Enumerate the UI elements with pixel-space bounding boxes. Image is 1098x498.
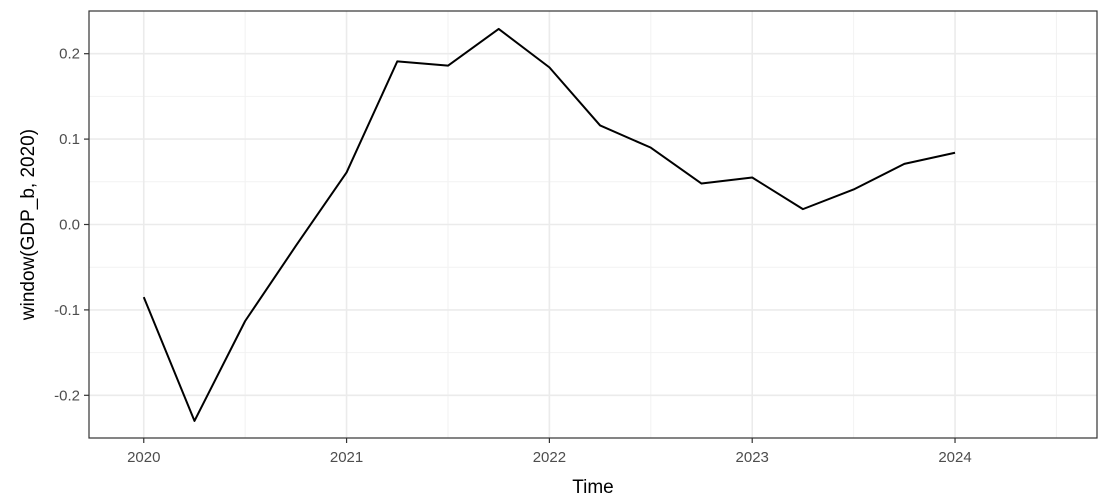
y-axis: -0.2 -0.1 0.0 0.1 0.2: [54, 46, 89, 404]
x-tick-label: 2024: [938, 449, 971, 466]
major-gridlines: [89, 11, 1097, 438]
y-tick-label: 0.1: [59, 131, 80, 148]
y-axis-title: window(GDP_b, 2020): [18, 129, 39, 321]
x-tick-label: 2023: [736, 449, 769, 466]
y-tick-label: -0.1: [54, 302, 80, 319]
x-tick-label: 2022: [533, 449, 566, 466]
y-tick-label: -0.2: [54, 387, 80, 404]
x-tick-label: 2020: [127, 449, 160, 466]
x-tick-label: 2021: [330, 449, 363, 466]
series-line: [142, 27, 956, 422]
y-tick-label: 0.0: [59, 217, 80, 234]
x-axis-title: Time: [572, 477, 614, 498]
y-tick-label: 0.2: [59, 46, 80, 63]
x-axis: 2020 2021 2022 2023 2024: [127, 438, 972, 466]
